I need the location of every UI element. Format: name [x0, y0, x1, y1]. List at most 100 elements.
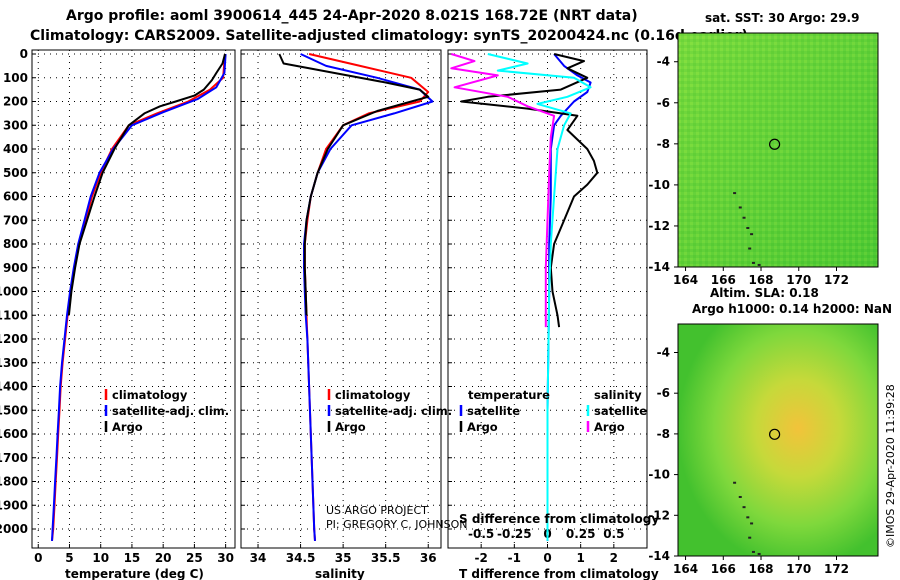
- depth-tick-label: 200: [3, 95, 28, 109]
- legend-label-satellite: satellite-adj. clim.: [112, 404, 229, 418]
- map-lon-label: 164: [673, 562, 698, 576]
- island-mark: [746, 227, 750, 229]
- x-tick-label: 35.5: [371, 551, 401, 565]
- sst-map-panel: sat. SST: 30 Argo: 29.9 164 166 168 170 172 -…: [648, 11, 879, 287]
- map-lon-label: 166: [711, 562, 736, 576]
- figure-subtitle: Climatology: CARS2009. Satellite-adjuste…: [30, 28, 748, 44]
- x-tick-label: -2: [474, 551, 487, 565]
- depth-tick-label: 1500: [0, 403, 28, 417]
- legend-label-satellite: satellite-adj. clim.: [335, 404, 452, 418]
- depth-tick-label: 1600: [0, 427, 28, 441]
- depth-tick-label: 2000: [0, 522, 28, 536]
- temperature-series: [51, 53, 227, 542]
- island-mark: [733, 481, 737, 484]
- map-lon-label: 168: [748, 562, 773, 576]
- island-mark: [750, 233, 754, 236]
- x-tick-label: 0: [34, 551, 42, 565]
- x-tick-label: 15: [124, 551, 141, 565]
- island-mark: [746, 516, 750, 519]
- legend-label-argo: Argo: [112, 420, 143, 434]
- map-lon-label: 164: [673, 273, 698, 287]
- depth-tick-label: 1100: [0, 308, 28, 322]
- map-lat-label: -8: [657, 427, 670, 441]
- salinity-legend: climatology satellite-adj. clim. Argo: [327, 388, 452, 434]
- difference-legend: temperature salinity satellite Argo sate…: [459, 388, 647, 434]
- series-line-argo: [450, 53, 556, 328]
- map-lat-label: -6: [657, 96, 670, 110]
- map-lat-label: -6: [657, 386, 670, 400]
- depth-tick-label: 400: [3, 142, 28, 156]
- x-tick-label: 35: [335, 551, 352, 565]
- map-lat-label: -4: [657, 345, 670, 359]
- s-difference-label: S difference from climatology: [459, 512, 659, 526]
- sla-map-field: [678, 324, 878, 556]
- sst-map-axes: 164 166 168 170 172 -4 -6 -8 -10 -12 -14: [648, 55, 849, 287]
- island-mark: [738, 206, 742, 209]
- x-tick-label: -1: [508, 551, 521, 565]
- temperature-frame: [31, 49, 236, 549]
- series-line-climatology: [51, 53, 226, 542]
- t-difference-axis: -2 -1 0 1 2: [474, 551, 618, 565]
- s-tick-label: -0.5: [468, 527, 494, 541]
- legend-label-t-satellite: satellite: [467, 404, 520, 418]
- x-tick-label: 10: [92, 551, 109, 565]
- map-lat-label: -10: [648, 468, 670, 482]
- depth-tick-label: 300: [3, 118, 28, 132]
- legend-label-climatology: climatology: [335, 388, 411, 402]
- map-lon-label: 168: [748, 273, 773, 287]
- depth-tick-label: 700: [3, 213, 28, 227]
- sla-map-title: Altim. SLA: 0.18: [710, 286, 819, 300]
- island-mark: [748, 247, 752, 250]
- salinity-axis: 34 34.5 35 35.5 36: [250, 551, 437, 565]
- imos-timestamp: ©IMOS 29-Apr-2020 11:39:28: [884, 384, 897, 548]
- depth-axis: 0 100 200 300 400 500 600 700 800 900 1000 1100 1200…: [0, 47, 28, 536]
- island-mark: [748, 536, 752, 539]
- x-tick-label: 2: [610, 551, 618, 565]
- sla-map-subtitle: Argo h1000: 0.14 h2000: NaN: [692, 302, 892, 316]
- temperature-panel: 0100200300400500600700800900100011001200…: [0, 47, 236, 580]
- x-tick-label: 30: [217, 551, 234, 565]
- legend-label-s-satellite: satellite: [594, 404, 647, 418]
- legend-label-argo: Argo: [335, 420, 366, 434]
- x-tick-label: 20: [155, 551, 172, 565]
- salinity-xlabel: salinity: [315, 567, 365, 580]
- depth-tick-label: 1200: [0, 332, 28, 346]
- island-mark: [751, 550, 755, 553]
- sst-map-title: sat. SST: 30 Argo: 29.9: [705, 11, 859, 25]
- legend-label-t-argo: Argo: [467, 420, 498, 434]
- s-tick-label: 0.5: [603, 527, 624, 541]
- series-line-argo: [278, 53, 430, 316]
- temperature-axis: 0 5 10 15 20 25 30: [34, 551, 234, 565]
- map-lon-label: 170: [786, 273, 811, 287]
- x-tick-label: 25: [186, 551, 203, 565]
- map-lat-label: -12: [648, 508, 670, 522]
- temperature-xlabel: temperature (deg C): [65, 567, 204, 580]
- island-mark: [757, 263, 761, 266]
- s-difference-axis: -0.5 -0.25 0 0.25 0.5: [468, 527, 624, 541]
- depth-tick-label: 900: [3, 261, 28, 275]
- pi-credit: PI: GREGORY C. JOHNSON: [326, 518, 467, 531]
- depth-tick-label: 1800: [0, 475, 28, 489]
- island-mark: [750, 522, 754, 525]
- s-tick-label: 0.25: [566, 527, 596, 541]
- series-line-climatology: [303, 53, 430, 541]
- series-line-satellite-adj-clim-: [51, 53, 227, 541]
- sla-map-islands: [733, 481, 761, 555]
- map-lon-label: 172: [824, 273, 849, 287]
- depth-tick-label: 1700: [0, 451, 28, 465]
- series-line-argo: [67, 53, 226, 316]
- map-lat-label: -4: [657, 55, 670, 69]
- series-line-argo: [460, 53, 599, 328]
- island-mark: [733, 192, 737, 195]
- island-mark: [738, 495, 742, 498]
- x-tick-label: 34.5: [286, 551, 316, 565]
- sla-map-frame: [677, 323, 879, 557]
- sst-map-islands: [733, 192, 761, 266]
- map-lon-label: 166: [711, 273, 736, 287]
- sst-map-shading: [678, 33, 878, 267]
- x-tick-label: 34: [250, 551, 267, 565]
- depth-tick-label: 1400: [0, 380, 28, 394]
- sla-map-axes: 164 166 168 170 172 -4 -6 -8 -10 -12 -14: [648, 345, 849, 576]
- map-lon-label: 172: [824, 562, 849, 576]
- difference-grid: [448, 50, 647, 548]
